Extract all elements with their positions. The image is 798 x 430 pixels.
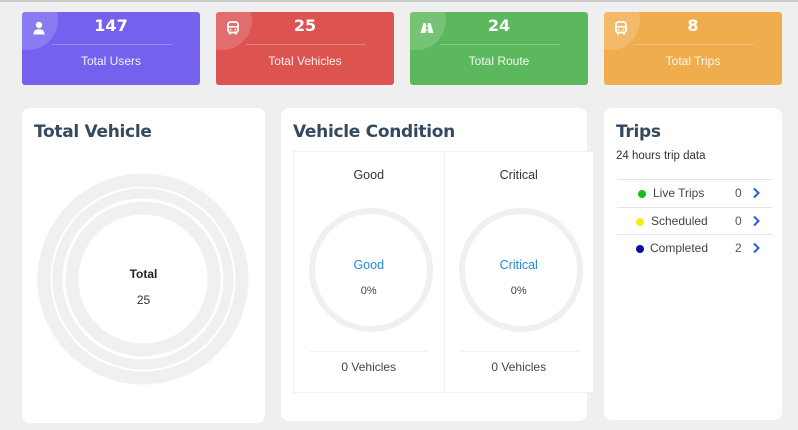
trip-count: 0 — [735, 186, 742, 200]
condition-gauge-percent: 0% — [360, 285, 377, 297]
total-vehicle-donut-chart[interactable] — [22, 108, 265, 423]
chevron-right-icon[interactable] — [751, 214, 761, 228]
trip-count: 0 — [735, 213, 742, 228]
condition-gauge-label: Good — [353, 258, 385, 272]
chevron-right-icon[interactable] — [751, 241, 761, 255]
trip-list: Live Trips 0 Scheduled 0 Completed 2 — [617, 179, 772, 262]
status-dot-icon — [636, 245, 644, 253]
condition-critical-gauge[interactable] — [458, 208, 583, 332]
stat-label: Total Trips — [665, 54, 721, 68]
panel-title: Trips — [616, 122, 661, 142]
divider — [310, 351, 428, 352]
condition-heading: Good — [353, 168, 385, 182]
stat-value: 24 — [487, 16, 511, 35]
stat-card-total-trips[interactable]: 8 Total Trips — [604, 12, 782, 85]
trip-row-live-trips[interactable]: Live Trips 0 — [617, 179, 772, 207]
divider — [634, 44, 754, 45]
donut-center-value: 25 — [136, 293, 151, 307]
road-icon — [420, 23, 434, 33]
panel-title: Vehicle Condition — [293, 122, 455, 142]
condition-good-gauge[interactable] — [309, 208, 433, 332]
trips-subtitle: 24 hours trip data — [616, 150, 706, 162]
trip-row-completed[interactable]: Completed 2 — [617, 234, 772, 262]
trip-count: 2 — [735, 241, 742, 255]
status-dot-icon — [636, 217, 644, 226]
condition-gauge-label: Critical — [499, 258, 538, 272]
divider — [440, 44, 560, 45]
stat-card-total-vehicles[interactable]: 25 Total Vehicles — [216, 12, 394, 85]
stat-label: Total Route — [468, 54, 530, 68]
chevron-right-icon[interactable] — [751, 186, 761, 200]
stat-card-total-route[interactable]: 24 Total Route — [410, 12, 588, 85]
trip-label: Completed — [650, 241, 709, 255]
trips-panel: Trips 24 hours trip data Live Trips 0 Sc… — [604, 108, 782, 420]
divider — [52, 44, 172, 45]
divider — [246, 44, 366, 45]
status-dot-icon — [638, 190, 646, 198]
bus-icon — [227, 21, 239, 35]
vehicle-condition-panel: Vehicle Condition Good Good 0% 0 Vehicle… — [281, 108, 594, 421]
condition-good: Good Good 0% 0 Vehicles — [294, 152, 444, 392]
stat-value: 8 — [687, 16, 699, 35]
trip-row-scheduled[interactable]: Scheduled 0 — [617, 206, 772, 235]
condition-gauge-percent: 0% — [510, 285, 527, 297]
condition-critical: Critical Critical 0% 0 Vehicles — [443, 152, 594, 392]
bus-icon — [615, 21, 627, 35]
divider — [460, 351, 579, 352]
stat-label: Total Vehicles — [268, 54, 342, 68]
stat-card-total-users[interactable]: 147 Total Users — [22, 12, 200, 85]
donut-center-label: Total — [129, 267, 158, 281]
trip-label: Scheduled — [651, 213, 708, 228]
stat-label: Total Users — [80, 54, 142, 68]
stat-value: 25 — [293, 16, 317, 35]
panel-title: Total Vehicle — [34, 122, 152, 142]
condition-vehicle-count: 0 Vehicles — [341, 360, 397, 374]
condition-vehicle-count: 0 Vehicles — [491, 360, 547, 374]
trip-label: Live Trips — [653, 186, 705, 200]
condition-grid: Good Good 0% 0 Vehicles Critical Critica… — [293, 151, 594, 393]
stat-value: 147 — [94, 16, 128, 35]
total-vehicle-panel: Total Vehicle Total 25 — [22, 108, 265, 423]
condition-heading: Critical — [499, 168, 538, 182]
user-icon — [33, 21, 45, 35]
